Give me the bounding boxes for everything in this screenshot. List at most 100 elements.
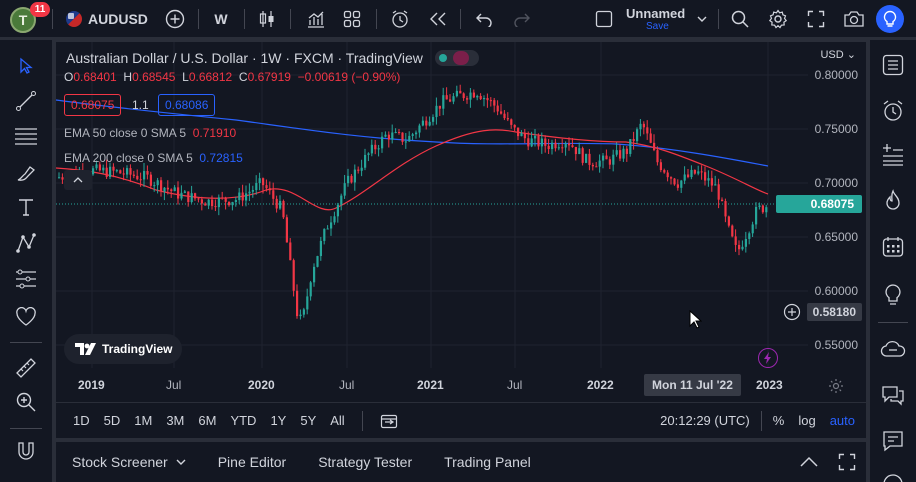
search-button[interactable] <box>726 0 754 38</box>
divider <box>460 9 461 29</box>
alert-button[interactable] <box>386 0 414 38</box>
text-tool[interactable] <box>12 193 40 221</box>
goto-date-button[interactable] <box>373 409 405 433</box>
range-ytd-button[interactable]: YTD <box>230 413 257 428</box>
market-status-toggle[interactable] <box>434 50 479 66</box>
range-all-button[interactable]: All <box>330 413 345 428</box>
trading-panel-tab[interactable]: Trading Panel <box>444 454 531 470</box>
lock-tool[interactable] <box>12 470 40 482</box>
heart-icon <box>16 307 36 326</box>
hotlists-button[interactable] <box>878 186 908 216</box>
divider <box>718 9 719 29</box>
pine-editor-tab[interactable]: Pine Editor <box>217 454 287 470</box>
percent-scale-toggle[interactable]: % <box>772 413 785 428</box>
templates-button[interactable] <box>338 0 366 38</box>
price-chart[interactable] <box>56 42 808 368</box>
lightning-button[interactable] <box>758 348 778 368</box>
range-1d-button[interactable]: 1D <box>73 413 90 428</box>
gear-icon <box>768 9 788 29</box>
divider <box>10 342 42 343</box>
ideas-stream-button[interactable] <box>878 280 908 310</box>
patterns-tool[interactable] <box>12 229 40 257</box>
expand-panel-button[interactable] <box>790 456 828 468</box>
auto-scale-toggle[interactable]: auto <box>829 413 855 428</box>
strategy-tester-tab[interactable]: Strategy Tester <box>318 454 413 470</box>
magnet-tool[interactable] <box>12 438 40 466</box>
chart-type-button[interactable] <box>254 0 280 38</box>
ideas-button[interactable] <box>876 5 904 33</box>
range-1y-button[interactable]: 1Y <box>270 413 287 428</box>
symbol-search-button[interactable]: AUDUSD <box>66 0 148 38</box>
redo-button[interactable] <box>508 0 536 38</box>
maximize-panel-button[interactable] <box>828 453 866 471</box>
calendar-range-icon <box>380 414 397 428</box>
chart-pane[interactable]: Australian Dollar / U.S. Dollar · 1W · F… <box>56 42 866 438</box>
price-axis[interactable]: USD ⌄ 0.80000 0.75000 0.70000 0.65000 0.… <box>808 42 866 402</box>
interval-button[interactable]: W <box>214 11 228 27</box>
range-5d-button[interactable]: 5D <box>103 413 121 428</box>
measure-tool[interactable] <box>12 354 40 382</box>
add-list-icon <box>883 144 903 166</box>
timezone-button[interactable]: 20:12:29 (UTC) <box>660 413 750 428</box>
snapshot-button[interactable] <box>840 0 868 38</box>
fullscreen-button[interactable] <box>802 0 830 38</box>
currency-selector[interactable]: USD ⌄ <box>820 49 856 61</box>
brush-tool[interactable] <box>12 158 40 186</box>
date-range-bar: 1D 5D 1M 3M 6M YTD 1Y 5Y All 20:12:29 (U… <box>56 402 866 438</box>
lightbulb-icon <box>885 284 901 305</box>
compare-symbol-button[interactable] <box>162 0 188 38</box>
alerts-button[interactable] <box>878 96 908 126</box>
bottom-panel-bar: Stock Screener Pine Editor Strategy Test… <box>56 442 866 482</box>
calendar-button[interactable] <box>878 232 908 262</box>
range-5y-button[interactable]: 5Y <box>300 413 317 428</box>
chart-settings-gear-icon[interactable] <box>828 378 844 394</box>
collapse-legend-button[interactable] <box>64 170 92 190</box>
alarm-clock-icon <box>883 100 903 121</box>
range-6m-button[interactable]: 6M <box>198 413 217 428</box>
time-tick: Jul <box>166 378 182 392</box>
prediction-tool[interactable] <box>12 265 40 293</box>
layout-select-button[interactable] <box>590 0 618 38</box>
fib-retracement-tool[interactable] <box>12 122 40 150</box>
ema200-legend[interactable]: EMA 200 close 0 SMA 5 0.72815 <box>64 151 243 165</box>
stock-screener-tab[interactable]: Stock Screener <box>56 454 202 470</box>
range-3m-button[interactable]: 3M <box>166 413 185 428</box>
chats-button[interactable] <box>878 380 908 410</box>
notifications-button[interactable] <box>878 426 908 456</box>
indicators-button[interactable] <box>302 0 330 38</box>
log-scale-toggle[interactable]: log <box>798 413 816 428</box>
divider <box>52 9 53 29</box>
watchlist-button[interactable] <box>878 50 908 80</box>
layout-menu-button[interactable] <box>694 0 710 38</box>
save-layout-link[interactable]: Save <box>646 21 669 32</box>
plus-circle-icon[interactable] <box>783 303 801 321</box>
price-tick: 0.65000 <box>814 230 858 244</box>
sell-button[interactable]: 0.68075 <box>64 94 122 116</box>
time-axis[interactable]: 2019 Jul 2020 Jul 2021 Jul 2022 2023 Mon… <box>56 368 866 402</box>
replay-button[interactable] <box>424 0 452 38</box>
favorites-tool[interactable] <box>12 303 40 331</box>
time-tick: 2021 <box>417 378 444 392</box>
ema200-value: 0.72815 <box>199 151 243 165</box>
undo-button[interactable] <box>470 0 498 38</box>
grid-icon <box>343 10 361 28</box>
alarm-clock-icon <box>392 10 408 28</box>
chevron-down-icon <box>176 459 186 465</box>
tradingview-watermark[interactable]: TradingView <box>64 334 183 364</box>
trend-line-tool[interactable] <box>12 87 40 115</box>
range-1m-button[interactable]: 1M <box>134 413 153 428</box>
fullscreen-icon <box>807 10 825 28</box>
cursor-tool[interactable] <box>12 52 40 80</box>
fullscreen-icon <box>838 453 856 471</box>
ema50-legend[interactable]: EMA 50 close 0 SMA 5 0.71910 <box>64 126 237 140</box>
zoom-in-tool[interactable] <box>12 388 40 416</box>
buy-button[interactable]: 0.68086 <box>158 94 216 116</box>
layout-name[interactable]: Unnamed <box>626 6 686 21</box>
settings-button[interactable] <box>764 0 792 38</box>
camera-icon <box>844 11 864 27</box>
object-tree-button[interactable] <box>878 140 908 170</box>
time-tick: 2022 <box>587 378 614 392</box>
open-value: 0.68401 <box>73 70 117 84</box>
help-button[interactable] <box>878 466 908 482</box>
streams-button[interactable] <box>878 334 908 364</box>
